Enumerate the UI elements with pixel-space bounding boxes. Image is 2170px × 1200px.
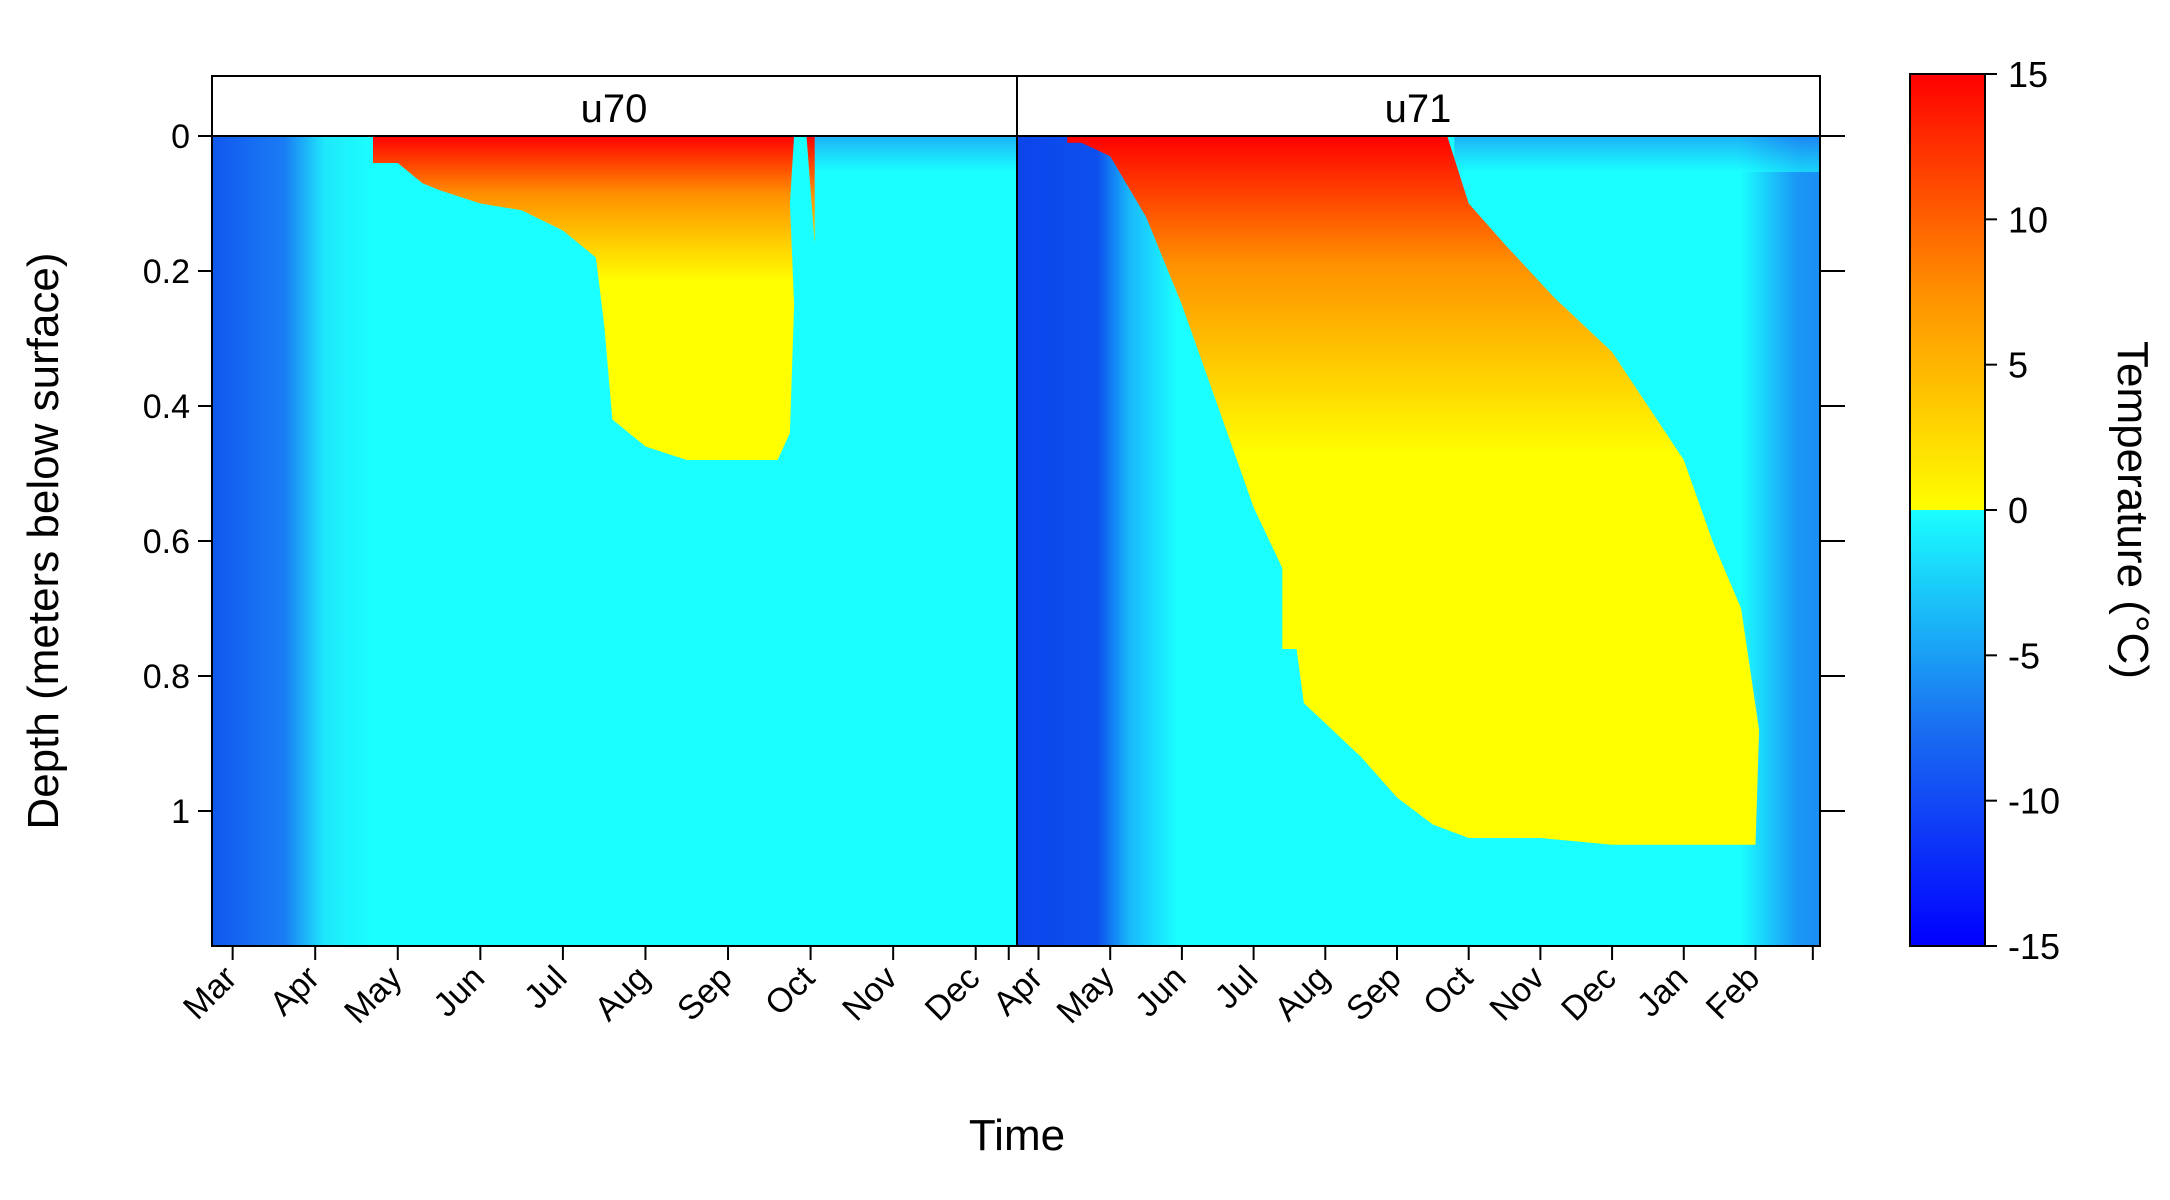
panel-u71: u71 Apr May Jun Jul Aug Sep Oct Nov Dec Jan Feb: [986, 75, 1821, 1031]
heatmap-u71: [1017, 136, 1820, 946]
colorbar-tick-label: -5: [2008, 635, 2040, 676]
y-tick-label: 0.8: [143, 658, 190, 696]
colorbar-tick-label: -15: [2008, 926, 2060, 967]
strip-label-u70: u70: [581, 87, 648, 131]
x-tick-label: Sep: [670, 959, 740, 1029]
y-tick-label: 0.4: [143, 388, 190, 426]
x-ticks-u70: Mar Apr May Jun Jul Aug Sep Oct Nov Dec: [176, 946, 1010, 1031]
x-tick-label: Oct: [1416, 958, 1481, 1023]
y-tick-label: 0.2: [143, 253, 190, 291]
x-tick-label: Oct: [758, 958, 823, 1023]
x-tick-label: Jun: [1128, 959, 1194, 1025]
panel-u70: u70 Mar Apr May Jun Jul Aug Sep Oct Nov Dec: [176, 75, 1018, 1031]
colorbar-tick-label: 10: [2008, 199, 2048, 240]
thawed-region: [1067, 136, 1760, 845]
colorbar-tick-label: 5: [2008, 345, 2028, 386]
thawed-region: [373, 136, 815, 460]
x-tick-label: Mar: [176, 959, 244, 1027]
y-tick-label: 0: [171, 118, 190, 156]
x-tick-label: Jul: [1208, 959, 1266, 1017]
surface-cooling-band: [1454, 136, 1820, 172]
colorbar-tick-label: 15: [2008, 54, 2048, 95]
y-axis-left: 0 0.2 0.4 0.6 0.8 1: [143, 118, 212, 831]
x-tick-label: Aug: [1267, 959, 1337, 1029]
colorbar-ticks: 15 10 5 0 -5 -10 -15: [1985, 54, 2060, 967]
x-axis-title: Time: [969, 1111, 1065, 1160]
y-axis-right: [1820, 135, 1845, 812]
x-tick-label: Apr: [986, 959, 1050, 1023]
x-tick-label: Jul: [517, 959, 575, 1017]
x-tick-label: Apr: [263, 959, 327, 1023]
strip-label-u71: u71: [1385, 87, 1452, 131]
colorbar-title: Temperature (°C): [2108, 341, 2157, 679]
colorbar-tick-label: -10: [2008, 781, 2060, 822]
x-tick-label: Nov: [835, 959, 905, 1029]
x-tick-label: Nov: [1482, 959, 1552, 1029]
strip-u71: [1016, 75, 1821, 137]
colorbar-cold-segment: [1910, 510, 1985, 946]
strip-u70: [211, 75, 1018, 137]
x-tick-label: Dec: [1554, 959, 1624, 1029]
x-tick-label: Sep: [1339, 959, 1409, 1029]
colorbar-tick-label: 0: [2008, 490, 2028, 531]
x-tick-label: May: [337, 959, 409, 1031]
x-tick-label: Dec: [918, 959, 988, 1029]
heatmap-u70: [212, 136, 1017, 946]
y-tick-label: 1: [171, 793, 190, 831]
x-tick-label: Aug: [587, 959, 657, 1029]
x-tick-label: Feb: [1699, 959, 1767, 1027]
x-tick-label: May: [1050, 959, 1122, 1031]
x-ticks-u71: Apr May Jun Jul Aug Sep Oct Nov Dec Jan Feb: [986, 946, 1814, 1031]
surface-cooling-band: [810, 136, 1017, 172]
colorbar-warm-segment: [1910, 74, 1985, 510]
colorbar: 15 10 5 0 -5 -10 -15 Temperature (°C): [1909, 54, 2157, 967]
y-axis-title: Depth (meters below surface): [19, 252, 68, 829]
x-tick-label: Jun: [426, 959, 492, 1025]
x-tick-label: Jan: [1630, 959, 1696, 1025]
y-tick-label: 0.6: [143, 523, 190, 561]
